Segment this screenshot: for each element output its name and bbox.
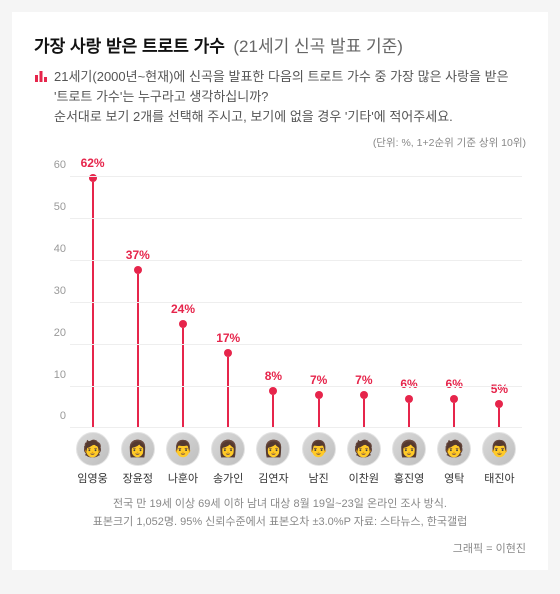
- unit-note: (단위: %, 1+2순위 기준 상위 10위): [34, 135, 526, 150]
- bar-column: 6%: [386, 156, 431, 428]
- lollipop-dot: [269, 387, 277, 395]
- bar-column: 7%: [296, 156, 341, 428]
- footer-line-1: 전국 만 19세 이상 69세 이하 남녀 대상 8월 19일~23일 온라인 …: [34, 496, 526, 514]
- bar-column: 24%: [160, 156, 205, 428]
- lollipop-dot: [315, 391, 323, 399]
- y-axis-label: 30: [46, 285, 66, 297]
- lollipop-stem: [408, 403, 410, 428]
- bar-column: 17%: [206, 156, 251, 428]
- bar-value-label: 24%: [171, 302, 195, 316]
- x-axis-item: 🧑 영탁: [432, 432, 477, 486]
- description-line-1: 21세기(2000년~현재)에 신곡을 발표한 다음의 트로트 가수 중 가장 …: [54, 67, 526, 107]
- y-axis-label: 20: [46, 327, 66, 339]
- bar-column: 7%: [341, 156, 386, 428]
- lollipop-stem: [453, 403, 455, 428]
- bar-value-label: 6%: [400, 377, 417, 391]
- description-text: 21세기(2000년~현재)에 신곡을 발표한 다음의 트로트 가수 중 가장 …: [54, 67, 526, 127]
- x-axis-item: 👨 나훈아: [160, 432, 205, 486]
- lollipop-stem: [227, 357, 229, 428]
- y-axis-label: 10: [46, 369, 66, 381]
- singer-avatar: 👨: [302, 432, 336, 466]
- singer-name: 김연자: [258, 470, 288, 486]
- singer-name: 임영웅: [77, 470, 107, 486]
- y-axis-label: 50: [46, 201, 66, 213]
- singer-name: 남진: [308, 470, 328, 486]
- bar-value-label: 62%: [81, 156, 105, 170]
- grid-line: [70, 302, 522, 303]
- footer-line-2: 표본크기 1,052명. 95% 신뢰수준에서 표본오차 ±3.0%P 자료: …: [34, 514, 526, 532]
- lollipop-dot: [405, 395, 413, 403]
- title-row: 가장 사랑 받은 트로트 가수 (21세기 신곡 발표 기준): [34, 32, 526, 57]
- singer-avatar: 👨: [482, 432, 516, 466]
- title-main: 가장 사랑 받은 트로트 가수: [34, 37, 225, 56]
- singer-name: 이찬원: [349, 470, 379, 486]
- y-axis-label: 40: [46, 243, 66, 255]
- bar-column: 37%: [115, 156, 160, 428]
- footer-source: 전국 만 19세 이상 69세 이하 남녀 대상 8월 19일~23일 온라인 …: [34, 496, 526, 531]
- lollipop-stem: [272, 395, 274, 428]
- x-axis-item: 👩 김연자: [251, 432, 296, 486]
- chart-card: 가장 사랑 받은 트로트 가수 (21세기 신곡 발표 기준) 21세기(200…: [12, 12, 548, 570]
- bar-column: 6%: [432, 156, 477, 428]
- lollipop-dot: [495, 400, 503, 408]
- singer-name: 나훈아: [168, 470, 198, 486]
- bar-value-label: 6%: [446, 377, 463, 391]
- lollipop-dot: [134, 266, 142, 274]
- x-axis-item: 👩 송가인: [206, 432, 251, 486]
- lollipop-dot: [450, 395, 458, 403]
- lollipop-stem: [498, 408, 500, 429]
- bar-value-label: 8%: [265, 369, 282, 383]
- grid-line: [70, 218, 522, 219]
- grid-line: [70, 260, 522, 261]
- grid-line: [70, 344, 522, 345]
- x-axis-item: 👨 태진아: [477, 432, 522, 486]
- x-axis-item: 🧑 이찬원: [341, 432, 386, 486]
- singer-avatar: 🧑: [437, 432, 471, 466]
- poll-icon: [34, 69, 48, 127]
- chart-bars: 62% 37% 24% 17% 8% 7%7% 6% 6% 5%: [70, 156, 522, 428]
- bar-column: 62%: [70, 156, 115, 428]
- singer-name: 송가인: [213, 470, 243, 486]
- lollipop-stem: [318, 399, 320, 428]
- singer-name: 장윤정: [123, 470, 153, 486]
- lollipop-stem: [363, 399, 365, 428]
- title-sub: (21세기 신곡 발표 기준): [233, 37, 403, 56]
- x-axis-item: 👩 장윤정: [115, 432, 160, 486]
- bar-column: 8%: [251, 156, 296, 428]
- singer-name: 태진아: [484, 470, 514, 486]
- singer-avatar: 👩: [211, 432, 245, 466]
- bar-column: 5%: [477, 156, 522, 428]
- grid-line: [70, 176, 522, 177]
- singer-avatar: 👨: [166, 432, 200, 466]
- lollipop-stem: [137, 274, 139, 429]
- lollipop-dot: [179, 320, 187, 328]
- graphic-credit: 그래픽 = 이현진: [34, 540, 526, 556]
- lollipop-dot: [360, 391, 368, 399]
- bar-value-label: 5%: [491, 382, 508, 396]
- chart-x-axis: 🧑 임영웅 👩 장윤정 👨 나훈아 👩 송가인 👩 김연자 👨 남진 🧑 이찬원 👩 홍진영 🧑 영탁 👨 태진아: [70, 432, 522, 486]
- singer-name: 홍진영: [394, 470, 424, 486]
- singer-avatar: 🧑: [347, 432, 381, 466]
- singer-name: 영탁: [444, 470, 464, 486]
- x-axis-item: 🧑 임영웅: [70, 432, 115, 486]
- x-axis-item: 👩 홍진영: [386, 432, 431, 486]
- y-axis-label: 0: [46, 410, 66, 422]
- chart-area: 62%37%24%17%8%7%7%6%6%5% 0102030405060 🧑…: [54, 156, 522, 486]
- singer-avatar: 🧑: [76, 432, 110, 466]
- singer-avatar: 👩: [392, 432, 426, 466]
- singer-avatar: 👩: [121, 432, 155, 466]
- singer-avatar: 👩: [256, 432, 290, 466]
- y-axis-label: 60: [46, 159, 66, 171]
- x-axis-item: 👨 남진: [296, 432, 341, 486]
- lollipop-dot: [224, 349, 232, 357]
- description-line-2: 순서대로 보기 2개를 선택해 주시고, 보기에 없을 경우 '기타'에 적어주…: [54, 107, 526, 127]
- grid-line: [70, 386, 522, 387]
- grid-line: [70, 427, 522, 428]
- chart-plot: 62%37%24%17%8%7%7%6%6%5% 0102030405060: [70, 156, 522, 428]
- description-row: 21세기(2000년~현재)에 신곡을 발표한 다음의 트로트 가수 중 가장 …: [34, 67, 526, 127]
